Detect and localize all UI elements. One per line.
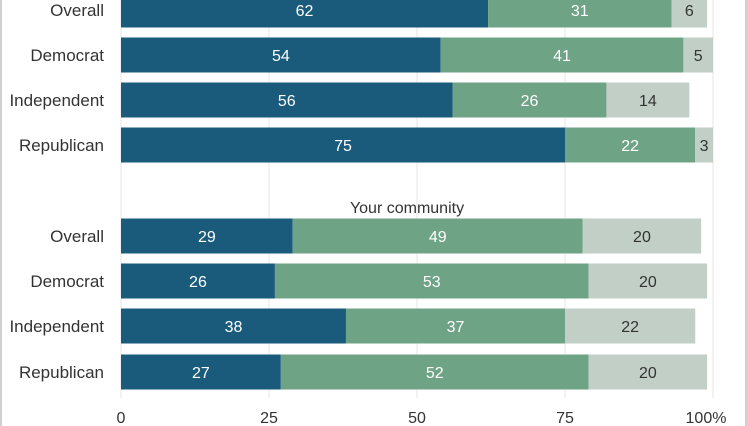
data-label: 75 <box>334 138 352 155</box>
bar-segment <box>440 37 684 73</box>
bar-segment <box>588 263 708 299</box>
data-label: 20 <box>633 229 651 246</box>
category-label: Overall <box>50 1 104 20</box>
bar-segment <box>452 82 607 118</box>
data-label: 37 <box>447 319 465 336</box>
bar-segment <box>488 0 672 28</box>
x-tick-label: 25 <box>260 410 278 426</box>
bar-segment <box>292 218 583 254</box>
data-label: 49 <box>429 229 447 246</box>
category-label: Republican <box>19 136 104 155</box>
data-label: 20 <box>639 274 657 291</box>
data-label: 54 <box>272 48 290 65</box>
data-label: 22 <box>621 138 639 155</box>
data-label: 29 <box>198 229 216 246</box>
bar-segment <box>606 82 690 118</box>
bar-segment <box>588 354 708 390</box>
bar-segment <box>121 308 346 344</box>
data-label: 5 <box>694 48 703 65</box>
data-label: 53 <box>423 274 441 291</box>
data-label: 14 <box>639 93 657 110</box>
bar-segment <box>121 263 275 299</box>
x-tick-label: 0 <box>117 410 126 426</box>
bar-segment <box>683 37 713 73</box>
bar-segment <box>582 218 702 254</box>
left-frame-border <box>0 0 2 426</box>
bar-segment <box>280 354 589 390</box>
bar-segment <box>121 354 281 390</box>
category-label: Independent <box>9 91 104 110</box>
data-label: 26 <box>521 93 539 110</box>
x-tick-label: 100% <box>686 410 727 426</box>
bar-segment <box>565 127 696 163</box>
category-label: Independent <box>9 317 104 336</box>
bar-segment <box>121 82 453 118</box>
data-label: 26 <box>189 274 207 291</box>
bar-segment <box>121 127 565 163</box>
category-label: Overall <box>50 227 104 246</box>
category-label: Democrat <box>30 46 104 65</box>
panel-title: Your community <box>350 200 464 217</box>
bar-segment <box>695 127 713 163</box>
data-label: 31 <box>571 3 589 20</box>
bar-segment <box>121 0 489 28</box>
data-label: 62 <box>296 3 314 20</box>
bar-segment <box>565 308 696 344</box>
x-tick-label: 75 <box>556 410 574 426</box>
data-label: 38 <box>225 319 243 336</box>
right-frame-border <box>745 0 747 426</box>
x-tick-label: 50 <box>408 410 426 426</box>
data-label: 56 <box>278 93 296 110</box>
bar-segment <box>671 0 708 28</box>
data-label: 41 <box>553 48 571 65</box>
category-label: Republican <box>19 363 104 382</box>
category-label: Democrat <box>30 272 104 291</box>
bar-segment <box>121 218 293 254</box>
data-label: 22 <box>621 319 639 336</box>
bar-segment <box>345 308 565 344</box>
data-label: 3 <box>700 138 709 155</box>
data-label: 52 <box>426 365 444 382</box>
data-label: 6 <box>685 3 694 20</box>
data-label: 20 <box>639 365 657 382</box>
data-label: 27 <box>192 365 210 382</box>
bar-segment <box>121 37 441 73</box>
bar-segment <box>274 263 589 299</box>
